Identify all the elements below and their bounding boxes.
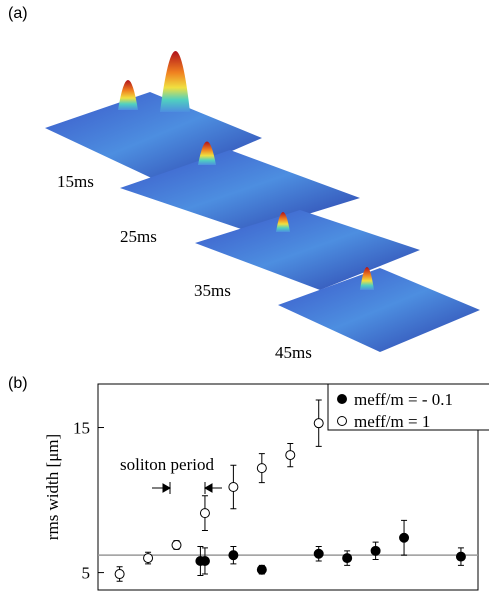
point xyxy=(399,532,410,543)
y-tick-label: 5 xyxy=(82,564,91,583)
y-tick-label: 15 xyxy=(73,419,90,438)
point xyxy=(143,553,154,564)
point xyxy=(199,508,210,519)
point xyxy=(285,450,296,461)
annotation: soliton period xyxy=(120,455,214,474)
time-label: 15ms xyxy=(57,172,94,191)
point xyxy=(256,463,267,474)
point xyxy=(370,545,381,556)
period-arrows xyxy=(152,482,222,494)
legend-marker xyxy=(337,416,347,426)
point xyxy=(171,540,182,551)
legend-label: meff/m = 1 xyxy=(354,412,430,431)
legend-label: meff/m = - 0.1 xyxy=(354,390,453,409)
point xyxy=(313,418,324,429)
time-label: 45ms xyxy=(275,343,312,362)
panel-label: (b) xyxy=(8,375,28,392)
y-axis-label: rms width [μm] xyxy=(43,434,62,540)
legend-marker xyxy=(337,394,347,404)
surface-plots xyxy=(45,51,480,352)
point xyxy=(313,548,324,559)
plot-frame xyxy=(97,383,479,591)
point xyxy=(114,569,125,580)
time-label: 25ms xyxy=(120,227,157,246)
legend xyxy=(327,383,489,431)
point xyxy=(228,482,239,492)
time-label: 35ms xyxy=(194,281,231,300)
point xyxy=(455,551,466,562)
point xyxy=(228,550,239,561)
point xyxy=(199,555,210,566)
panel-label: (a) xyxy=(8,5,28,22)
point xyxy=(342,553,353,564)
point xyxy=(256,564,267,575)
